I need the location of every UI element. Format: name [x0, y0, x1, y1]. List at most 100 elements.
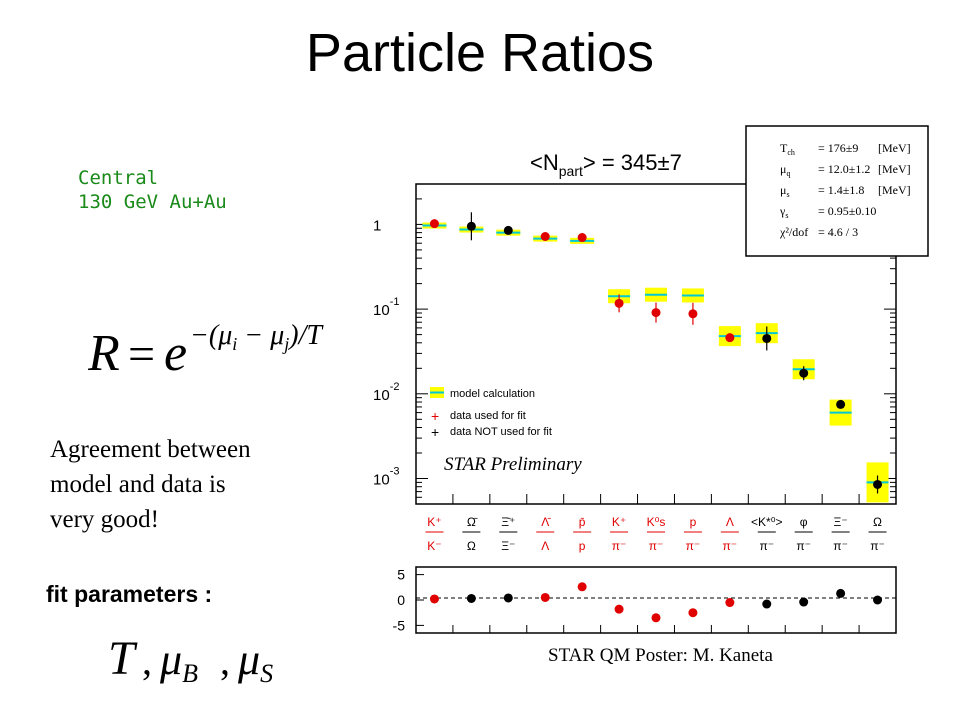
residual-point — [614, 604, 624, 614]
category-label: Ξ⁻ π⁻ — [831, 515, 850, 553]
fit-row-value: = 0.95±0.10 — [818, 204, 876, 218]
fit-row-symbol: μq — [780, 162, 790, 178]
fit-row-symbol: μs — [780, 183, 790, 199]
data-point — [466, 221, 476, 231]
fit-row-unit: [MeV] — [878, 162, 911, 176]
ratio-numerator: p — [690, 515, 697, 529]
fit-parameters-formula: T , μB , μS — [108, 632, 273, 688]
data-point — [873, 479, 883, 489]
poster-credit: STAR QM Poster: M. Kaneta — [548, 645, 773, 666]
ratio-denominator: π⁻ — [649, 539, 664, 553]
formula-equals: = — [128, 328, 155, 381]
residual-plot-frame — [415, 566, 897, 634]
ratio-numerator: K⁺ — [427, 515, 441, 529]
y-tick-label: 1 — [373, 217, 381, 234]
residual-point — [429, 594, 439, 604]
y-tick-label: 10-2 — [373, 381, 399, 404]
residual-point — [503, 593, 513, 603]
ratio-numerator: Ξ̄⁺ — [501, 515, 515, 529]
category-label: Ξ̄⁺ Ξ⁻ — [499, 515, 518, 553]
data-point — [836, 399, 846, 409]
formula-base: e — [164, 325, 187, 382]
formula-lhs: R — [88, 325, 120, 382]
fit-row-symbol: γs — [779, 204, 788, 220]
data-point — [651, 308, 661, 318]
residual-point — [836, 588, 846, 598]
fit-row-value: = 176±9 — [818, 141, 858, 155]
data-point — [614, 298, 624, 308]
category-label: K⁰s π⁻ — [647, 515, 666, 553]
ratio-numerator: Λ — [726, 515, 734, 529]
fit-param-mu-s: μS — [237, 635, 273, 688]
fit-row-unit: [MeV] — [878, 141, 911, 155]
legend-notused-label: data NOT used for fit — [450, 426, 552, 438]
category-label: Λπ⁻ — [720, 515, 739, 553]
category-labels: K⁺K⁻Ω̄ΩΞ̄⁺Ξ⁻Λ̄Λp̄pK⁺π⁻K⁰sπ⁻pπ⁻Λπ⁻<K*⁰>π⁻… — [425, 515, 887, 553]
category-label: p̄ p — [573, 515, 592, 553]
category-label: K⁺ π⁻ — [610, 515, 629, 553]
star-preliminary-annotation: STAR Preliminary — [444, 454, 582, 475]
data-point — [429, 219, 439, 229]
fit-param-sep-2: , — [220, 638, 230, 683]
data-point — [799, 368, 809, 378]
legend: model calculation + data used for fit + … — [430, 387, 552, 440]
res-y-tick-label: 0 — [397, 592, 405, 608]
legend-model-label: model calculation — [450, 388, 535, 400]
ratio-numerator: K⁺ — [612, 515, 626, 529]
fit-row-value: = 1.4±1.8 — [818, 183, 864, 197]
ratio-denominator: Ξ⁻ — [501, 539, 515, 553]
ratio-numerator: φ — [800, 515, 808, 529]
residual-point — [762, 599, 772, 609]
residual-y-tick-labels: 5 0 -5 — [393, 567, 406, 634]
residual-point — [466, 593, 476, 603]
fit-param-t: T — [108, 632, 138, 685]
residual-axis-ticks — [415, 574, 897, 633]
category-label: <K*⁰> π⁻ — [751, 515, 783, 553]
ratio-numerator: <K*⁰> — [751, 515, 783, 529]
data-point — [503, 225, 513, 235]
ratio-denominator: π⁻ — [796, 539, 811, 553]
chart-title: <Npart> = 345±7 — [530, 150, 682, 179]
fit-param-mu-b: μB — [159, 635, 198, 688]
residual-point — [799, 597, 809, 607]
fit-results-rows: Tch = 176±9 [MeV] μq = 12.0±1.2 [MeV] μs = 1.4±… — [779, 141, 911, 239]
data-points — [429, 212, 883, 494]
residual-point — [725, 598, 735, 608]
y-tick-label: 10-3 — [373, 466, 399, 489]
category-label: p π⁻ — [683, 515, 702, 553]
ratio-numerator: K⁰s — [647, 515, 666, 529]
fit-row-unit: [MeV] — [878, 183, 911, 197]
agreement-line-1: Agreement between — [50, 436, 251, 463]
fit-results-box — [745, 125, 929, 257]
residual-points — [429, 582, 883, 623]
category-label: φ π⁻ — [794, 515, 813, 553]
data-point — [540, 231, 550, 241]
ratio-denominator: π⁻ — [686, 539, 701, 553]
ratio-numerator: Ω — [873, 515, 882, 529]
ratio-denominator: Ω — [467, 539, 476, 553]
energy-label: 130 GeV Au+Au — [78, 191, 227, 213]
ratio-denominator: Λ — [541, 539, 549, 553]
residual-point — [688, 608, 698, 618]
fit-param-sep-1: , — [142, 638, 152, 683]
agreement-note: Agreement between model and data is very… — [50, 432, 330, 537]
data-point — [725, 333, 735, 343]
legend-notused-marker: + — [431, 424, 439, 440]
ratio-denominator: π⁻ — [833, 539, 848, 553]
collision-system-label: Central 130 GeV Au+Au — [78, 166, 227, 214]
res-y-tick-label: 5 — [397, 567, 405, 583]
ratio-numerator: p̄ — [579, 515, 586, 529]
ratio-denominator: p — [579, 539, 586, 553]
slide-title: Particle Ratios — [305, 23, 655, 83]
data-point — [688, 309, 698, 319]
main-y-tick-labels: 1 10-1 10-2 10-3 — [373, 217, 399, 488]
fit-parameters-label: fit parameters : — [46, 581, 213, 607]
ratio-numerator: Ω̄ — [467, 515, 478, 529]
agreement-line-2: model and data is — [50, 471, 226, 498]
data-point — [577, 233, 587, 243]
ratio-numerator: Ξ⁻ — [834, 515, 848, 529]
ratio-formula: R = e −(μi − μj)/T — [88, 320, 324, 382]
ratio-denominator: π⁻ — [759, 539, 774, 553]
formula-exponent: −(μi − μj)/T — [190, 320, 324, 354]
